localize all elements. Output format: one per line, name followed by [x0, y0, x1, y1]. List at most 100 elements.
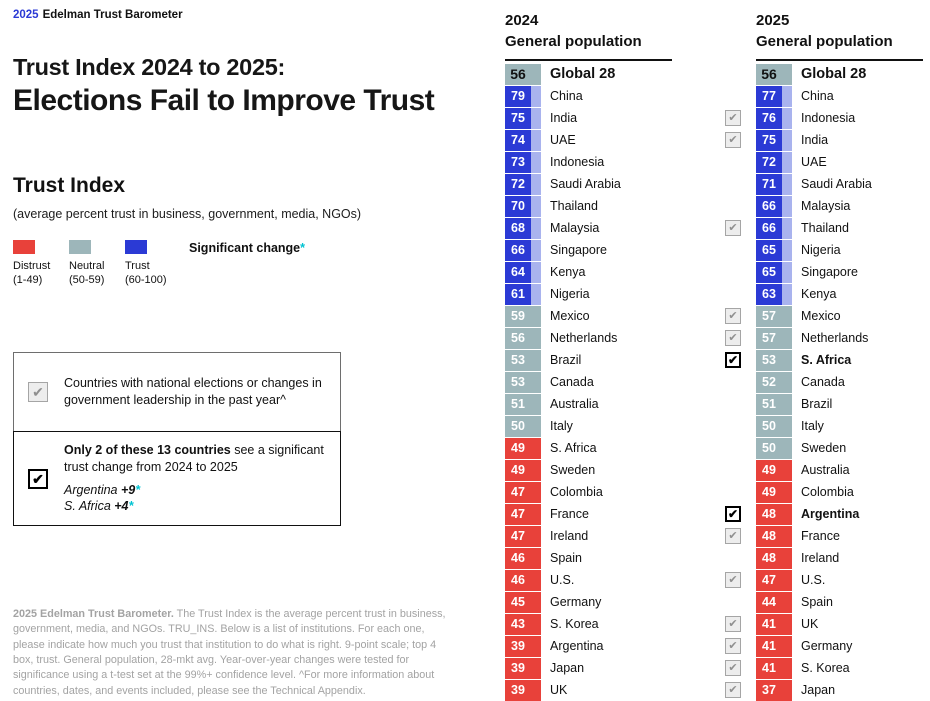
- table-row: 66 Singapore: [505, 239, 672, 261]
- country-label: France: [550, 507, 589, 521]
- election-checkbox[interactable]: ✔: [725, 660, 741, 676]
- score-value: 72: [756, 151, 782, 173]
- election-checkbox-slot: ✔: [725, 330, 756, 346]
- score-value: 75: [505, 107, 531, 129]
- country-label: Indonesia: [801, 111, 856, 125]
- table-row: 68 Malaysia: [505, 217, 672, 239]
- legend-heading: Trust Index: [13, 174, 126, 197]
- country-label: S. Korea: [801, 661, 850, 675]
- legend-swatch-icon: [69, 240, 91, 254]
- score-value: 53: [511, 375, 525, 389]
- score-value: 48: [762, 529, 776, 543]
- election-checkbox[interactable]: ✔: [725, 220, 741, 236]
- score-tile: 73: [505, 151, 541, 173]
- table-row: 50 Italy: [725, 415, 923, 437]
- election-checkbox[interactable]: ✔: [725, 330, 741, 346]
- score-value: 49: [511, 463, 525, 477]
- score-value: 50: [762, 441, 776, 455]
- election-checkbox[interactable]: ✔: [725, 528, 741, 544]
- score-tile: 48: [756, 503, 792, 525]
- score-tile: 46: [505, 569, 541, 591]
- score-tile: 53: [505, 371, 541, 393]
- table-row: 39 Argentina: [505, 635, 672, 657]
- score-value: 47: [511, 529, 525, 543]
- score-value: 79: [505, 85, 531, 107]
- election-checkbox-slot: ✔: [725, 638, 756, 654]
- score-tile: 66: [756, 217, 792, 239]
- election-checkbox[interactable]: ✔: [725, 506, 741, 522]
- score-tile: 56: [505, 327, 541, 349]
- country-label: Thailand: [801, 221, 849, 235]
- column-2025-subtitle: General population: [756, 33, 893, 50]
- asterisk-icon: *: [300, 241, 306, 255]
- table-row: 59 Mexico: [505, 305, 672, 327]
- country-label: France: [801, 529, 840, 543]
- table-row: 77 China: [725, 85, 923, 107]
- footnote: 2025 Edelman Trust Barometer. The Trust …: [13, 607, 459, 699]
- country-label: Japan: [801, 683, 836, 697]
- country-list-2025: 56 Global 28 77 China ✔ 76 Indonesia ✔ 7…: [725, 63, 923, 701]
- score-value: 47: [762, 573, 776, 587]
- table-row: ✔ 57 Mexico: [725, 305, 923, 327]
- country-label: Indonesia: [550, 155, 605, 169]
- score-tile: 39: [505, 635, 541, 657]
- table-row: 49 S. Africa: [505, 437, 672, 459]
- significant-checkbox-legend[interactable]: ✔: [28, 468, 48, 489]
- country-label: Sweden: [550, 463, 596, 477]
- election-checkbox[interactable]: ✔: [725, 132, 741, 148]
- election-checkbox[interactable]: ✔: [725, 638, 741, 654]
- table-row: 63 Kenya: [725, 283, 923, 305]
- election-checkbox[interactable]: ✔: [725, 682, 741, 698]
- score-value: 50: [762, 419, 776, 433]
- country-label: Netherlands: [801, 331, 869, 345]
- country-label: Kenya: [801, 287, 837, 301]
- score-tile: 77: [756, 85, 792, 107]
- score-value: 63: [756, 283, 782, 305]
- score-tile: 48: [756, 525, 792, 547]
- title-line-1: Trust Index 2024 to 2025:: [13, 54, 286, 80]
- score-value: 56: [761, 66, 777, 82]
- score-value: 65: [756, 261, 782, 283]
- score-tile: 75: [756, 129, 792, 151]
- country-label: China: [801, 89, 834, 103]
- table-row: 56 Global 28: [505, 63, 672, 85]
- table-row: 47 Ireland: [505, 525, 672, 547]
- election-checkbox-legend[interactable]: ✔: [28, 382, 48, 402]
- score-value: 45: [511, 595, 525, 609]
- score-value: 56: [510, 66, 526, 82]
- score-value: 47: [511, 485, 525, 499]
- country-list-2024: 56 Global 28 79 China 75 India 74 UAE 73…: [505, 63, 672, 701]
- country-label: Spain: [801, 595, 833, 609]
- column-2025-year: 2025: [756, 12, 790, 29]
- score-tile: 74: [505, 129, 541, 151]
- table-row: 79 China: [505, 85, 672, 107]
- score-value: 43: [511, 617, 525, 631]
- election-checkbox[interactable]: ✔: [725, 308, 741, 324]
- country-label: Argentina: [550, 639, 604, 653]
- table-row: 51 Australia: [505, 393, 672, 415]
- election-checkbox[interactable]: ✔: [725, 110, 741, 126]
- score-value: 51: [762, 397, 776, 411]
- score-tile: 41: [756, 635, 792, 657]
- election-checkbox[interactable]: ✔: [725, 352, 741, 368]
- country-label: Nigeria: [801, 243, 841, 257]
- significant-callout-text: Only 2 of these 13 countries see a signi…: [64, 442, 326, 516]
- legend-label: Neutral (50-59): [69, 260, 105, 287]
- election-checkbox[interactable]: ✔: [725, 616, 741, 632]
- table-row: 70 Thailand: [505, 195, 672, 217]
- score-value: 57: [762, 331, 776, 345]
- table-row: 47 France: [505, 503, 672, 525]
- country-label: Nigeria: [550, 287, 590, 301]
- table-row: 66 Malaysia: [725, 195, 923, 217]
- score-tile: 72: [505, 173, 541, 195]
- country-label: Canada: [550, 375, 594, 389]
- country-label: Ireland: [550, 529, 589, 543]
- score-tile: 45: [505, 591, 541, 613]
- country-label: Brazil: [801, 397, 833, 411]
- election-checkbox[interactable]: ✔: [725, 572, 741, 588]
- score-tile: 66: [756, 195, 792, 217]
- table-row: 49 Sweden: [505, 459, 672, 481]
- footnote-text: The Trust Index is the average percent t…: [13, 608, 446, 697]
- country-label: Global 28: [801, 66, 867, 82]
- country-label: Kenya: [550, 265, 586, 279]
